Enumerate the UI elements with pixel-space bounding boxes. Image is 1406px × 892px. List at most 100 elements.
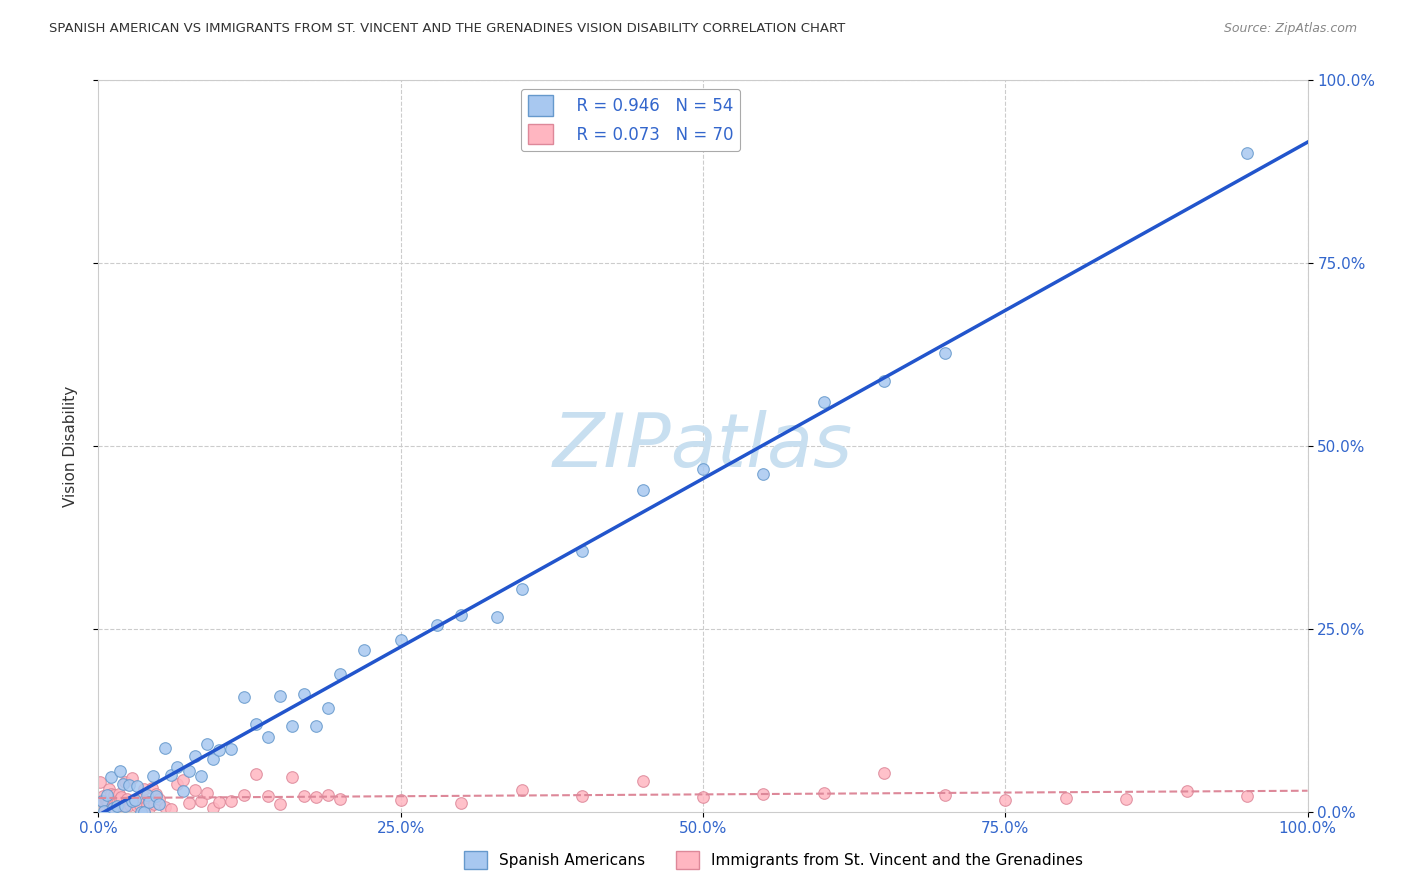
Point xyxy=(934,788,956,802)
Point xyxy=(510,582,533,597)
Point xyxy=(172,773,194,788)
Point xyxy=(232,690,254,705)
Point xyxy=(148,797,170,811)
Point xyxy=(166,777,188,791)
Point xyxy=(934,346,956,360)
Point xyxy=(127,779,149,793)
Point xyxy=(873,375,896,389)
Point xyxy=(1236,789,1258,803)
Point xyxy=(450,608,472,623)
Point xyxy=(1054,790,1077,805)
Point xyxy=(195,737,218,751)
Point xyxy=(103,788,125,802)
Point xyxy=(111,777,134,791)
Point xyxy=(208,796,231,810)
Point xyxy=(124,793,146,807)
Point xyxy=(96,794,118,808)
Point xyxy=(232,788,254,802)
Point xyxy=(316,701,339,715)
Point xyxy=(813,395,835,409)
Point xyxy=(145,789,167,803)
Point xyxy=(121,794,143,808)
Text: Source: ZipAtlas.com: Source: ZipAtlas.com xyxy=(1223,22,1357,36)
Point xyxy=(110,790,132,805)
Point xyxy=(184,748,207,763)
Point xyxy=(93,802,115,816)
Point xyxy=(100,770,122,784)
Point xyxy=(329,792,352,806)
Point xyxy=(111,798,134,813)
Point xyxy=(104,797,127,811)
Point xyxy=(190,768,212,782)
Point xyxy=(148,792,170,806)
Y-axis label: Vision Disability: Vision Disability xyxy=(63,385,77,507)
Point xyxy=(256,789,278,803)
Point xyxy=(117,791,139,805)
Point xyxy=(141,781,163,796)
Point xyxy=(121,771,143,785)
Point xyxy=(97,797,120,811)
Point xyxy=(129,805,152,819)
Point xyxy=(160,768,183,782)
Point xyxy=(179,764,201,779)
Point xyxy=(221,794,243,808)
Point xyxy=(389,793,412,807)
Point xyxy=(692,790,714,805)
Point xyxy=(426,618,449,632)
Text: ZIPatlas: ZIPatlas xyxy=(553,410,853,482)
Point xyxy=(190,795,212,809)
Point xyxy=(108,792,131,806)
Point xyxy=(179,797,201,811)
Legend: Spanish Americans, Immigrants from St. Vincent and the Grenadines: Spanish Americans, Immigrants from St. V… xyxy=(458,845,1088,875)
Text: SPANISH AMERICAN VS IMMIGRANTS FROM ST. VINCENT AND THE GRENADINES VISION DISABI: SPANISH AMERICAN VS IMMIGRANTS FROM ST. … xyxy=(49,22,845,36)
Point xyxy=(1236,146,1258,161)
Point xyxy=(145,787,167,801)
Point xyxy=(160,802,183,816)
Point xyxy=(571,544,593,558)
Point xyxy=(135,788,157,802)
Point xyxy=(90,798,112,813)
Point xyxy=(752,467,775,481)
Point xyxy=(107,799,129,814)
Point xyxy=(166,760,188,774)
Point xyxy=(281,719,304,733)
Point xyxy=(124,794,146,808)
Point xyxy=(873,765,896,780)
Point xyxy=(134,781,156,796)
Point xyxy=(105,796,128,810)
Point xyxy=(94,794,117,808)
Point xyxy=(127,799,149,814)
Point xyxy=(316,788,339,802)
Point xyxy=(114,775,136,789)
Point xyxy=(96,788,118,802)
Point xyxy=(131,790,153,805)
Point xyxy=(142,769,165,783)
Point xyxy=(1175,784,1198,798)
Point xyxy=(184,783,207,797)
Point xyxy=(108,788,131,802)
Point xyxy=(389,633,412,648)
Point xyxy=(135,797,157,812)
Point xyxy=(571,789,593,803)
Point xyxy=(153,800,176,814)
Point xyxy=(101,801,124,815)
Point xyxy=(202,752,225,766)
Point xyxy=(245,717,267,731)
Point xyxy=(134,805,156,819)
Point xyxy=(105,798,128,813)
Point xyxy=(486,609,509,624)
Point xyxy=(91,793,114,807)
Point xyxy=(108,764,131,778)
Point xyxy=(195,786,218,800)
Point xyxy=(91,789,114,804)
Point xyxy=(89,775,111,789)
Point xyxy=(118,778,141,792)
Point xyxy=(329,666,352,681)
Point xyxy=(994,792,1017,806)
Point xyxy=(256,730,278,744)
Point xyxy=(353,643,375,657)
Point xyxy=(98,782,121,797)
Point xyxy=(143,797,166,811)
Legend:   R = 0.946   N = 54,   R = 0.073   N = 70: R = 0.946 N = 54, R = 0.073 N = 70 xyxy=(520,88,740,151)
Point xyxy=(245,767,267,781)
